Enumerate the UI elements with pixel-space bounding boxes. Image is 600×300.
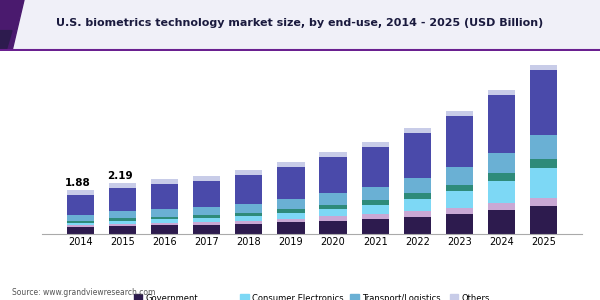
- Bar: [446, 208, 473, 214]
- Bar: [446, 167, 473, 185]
- Text: U.S. biometrics technology market size, by end-use, 2014 - 2025 (USD Billion): U.S. biometrics technology market size, …: [56, 18, 544, 28]
- Bar: [319, 220, 347, 234]
- Legend: Government, Banking and Finance, Consumer Electronics, Healthcare, Transport/Log: Government, Banking and Finance, Consume…: [131, 290, 493, 300]
- Bar: [404, 128, 431, 133]
- Bar: [109, 226, 136, 234]
- Bar: [109, 221, 136, 223]
- Bar: [277, 209, 305, 213]
- Bar: [193, 207, 220, 215]
- Bar: [404, 199, 431, 211]
- Bar: [151, 225, 178, 234]
- Bar: [67, 227, 94, 234]
- Bar: [319, 205, 347, 209]
- Bar: [488, 173, 515, 181]
- Bar: [530, 198, 557, 206]
- Bar: [319, 157, 347, 193]
- Text: 2.19: 2.19: [107, 171, 133, 181]
- Bar: [362, 205, 389, 214]
- Bar: [362, 200, 389, 205]
- Bar: [109, 188, 136, 212]
- Bar: [235, 220, 262, 224]
- Bar: [488, 210, 515, 234]
- Bar: [362, 147, 389, 187]
- Bar: [277, 199, 305, 209]
- Bar: [151, 217, 178, 219]
- Bar: [235, 204, 262, 213]
- Bar: [446, 116, 473, 167]
- Bar: [319, 193, 347, 205]
- Bar: [362, 219, 389, 234]
- Bar: [446, 191, 473, 208]
- Text: Source: www.grandviewresearch.com: Source: www.grandviewresearch.com: [12, 288, 155, 297]
- Bar: [404, 217, 431, 234]
- Bar: [151, 223, 178, 225]
- Bar: [235, 216, 262, 220]
- Bar: [446, 111, 473, 116]
- Bar: [151, 184, 178, 209]
- Bar: [488, 153, 515, 173]
- Bar: [193, 181, 220, 207]
- Bar: [530, 206, 557, 234]
- Bar: [404, 193, 431, 199]
- Bar: [67, 225, 94, 227]
- Bar: [109, 212, 136, 218]
- Bar: [151, 179, 178, 184]
- Bar: [193, 218, 220, 222]
- Bar: [109, 224, 136, 226]
- Polygon shape: [0, 31, 12, 51]
- Bar: [319, 152, 347, 157]
- Bar: [404, 178, 431, 193]
- Bar: [530, 168, 557, 198]
- Bar: [67, 221, 94, 223]
- Bar: [193, 222, 220, 225]
- Bar: [277, 162, 305, 167]
- Bar: [319, 209, 347, 216]
- Bar: [404, 211, 431, 217]
- Bar: [319, 216, 347, 220]
- Bar: [67, 223, 94, 225]
- Bar: [235, 175, 262, 204]
- Bar: [193, 225, 220, 234]
- Bar: [488, 181, 515, 203]
- Bar: [109, 218, 136, 221]
- Bar: [151, 209, 178, 217]
- Bar: [235, 169, 262, 175]
- Bar: [235, 213, 262, 216]
- Bar: [193, 176, 220, 181]
- Text: 1.88: 1.88: [65, 178, 91, 188]
- Bar: [277, 219, 305, 222]
- Bar: [109, 183, 136, 188]
- Bar: [362, 187, 389, 200]
- Polygon shape: [0, 0, 24, 51]
- Bar: [151, 219, 178, 223]
- Bar: [67, 190, 94, 196]
- Bar: [235, 224, 262, 234]
- Bar: [404, 133, 431, 178]
- Bar: [488, 203, 515, 210]
- Bar: [530, 135, 557, 159]
- Bar: [193, 215, 220, 218]
- Bar: [277, 222, 305, 234]
- Bar: [67, 196, 94, 215]
- Bar: [488, 95, 515, 153]
- Bar: [362, 142, 389, 147]
- Bar: [530, 65, 557, 70]
- Bar: [446, 214, 473, 234]
- Bar: [530, 159, 557, 168]
- Bar: [446, 185, 473, 191]
- Bar: [277, 167, 305, 199]
- Bar: [362, 214, 389, 219]
- Bar: [67, 215, 94, 221]
- Bar: [488, 90, 515, 95]
- Bar: [277, 213, 305, 219]
- Bar: [530, 70, 557, 135]
